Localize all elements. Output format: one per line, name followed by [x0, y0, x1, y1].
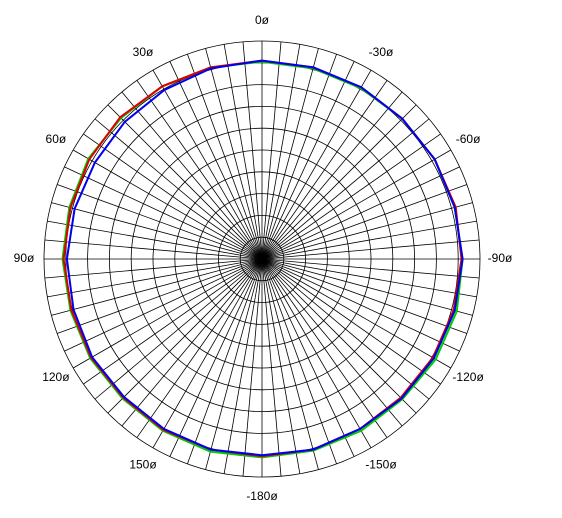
grid-ring	[43, 40, 481, 478]
angle-label: -30ø	[369, 45, 394, 59]
grid-ring	[196, 193, 328, 325]
grid-ring	[130, 127, 394, 391]
angle-label: 60ø	[46, 132, 67, 146]
angle-label: -180ø	[246, 489, 278, 503]
angle-label: -150ø	[365, 457, 397, 471]
angle-label: -90ø	[488, 251, 513, 265]
angle-label: -60ø	[456, 132, 481, 146]
angle-label: 150ø	[129, 457, 157, 471]
grid-ring	[217, 214, 306, 303]
grid-ring	[239, 236, 285, 282]
grid-ring	[174, 171, 350, 347]
grid-ring	[87, 84, 437, 434]
angle-label: 120ø	[42, 370, 70, 384]
angle-label: -120ø	[452, 370, 484, 384]
angle-label: 0ø	[255, 13, 270, 27]
angle-label: 90ø	[14, 251, 35, 265]
series-line	[65, 59, 464, 457]
grid-ring	[108, 105, 416, 413]
grid-ring	[152, 149, 372, 369]
angle-label: 30ø	[133, 45, 154, 59]
